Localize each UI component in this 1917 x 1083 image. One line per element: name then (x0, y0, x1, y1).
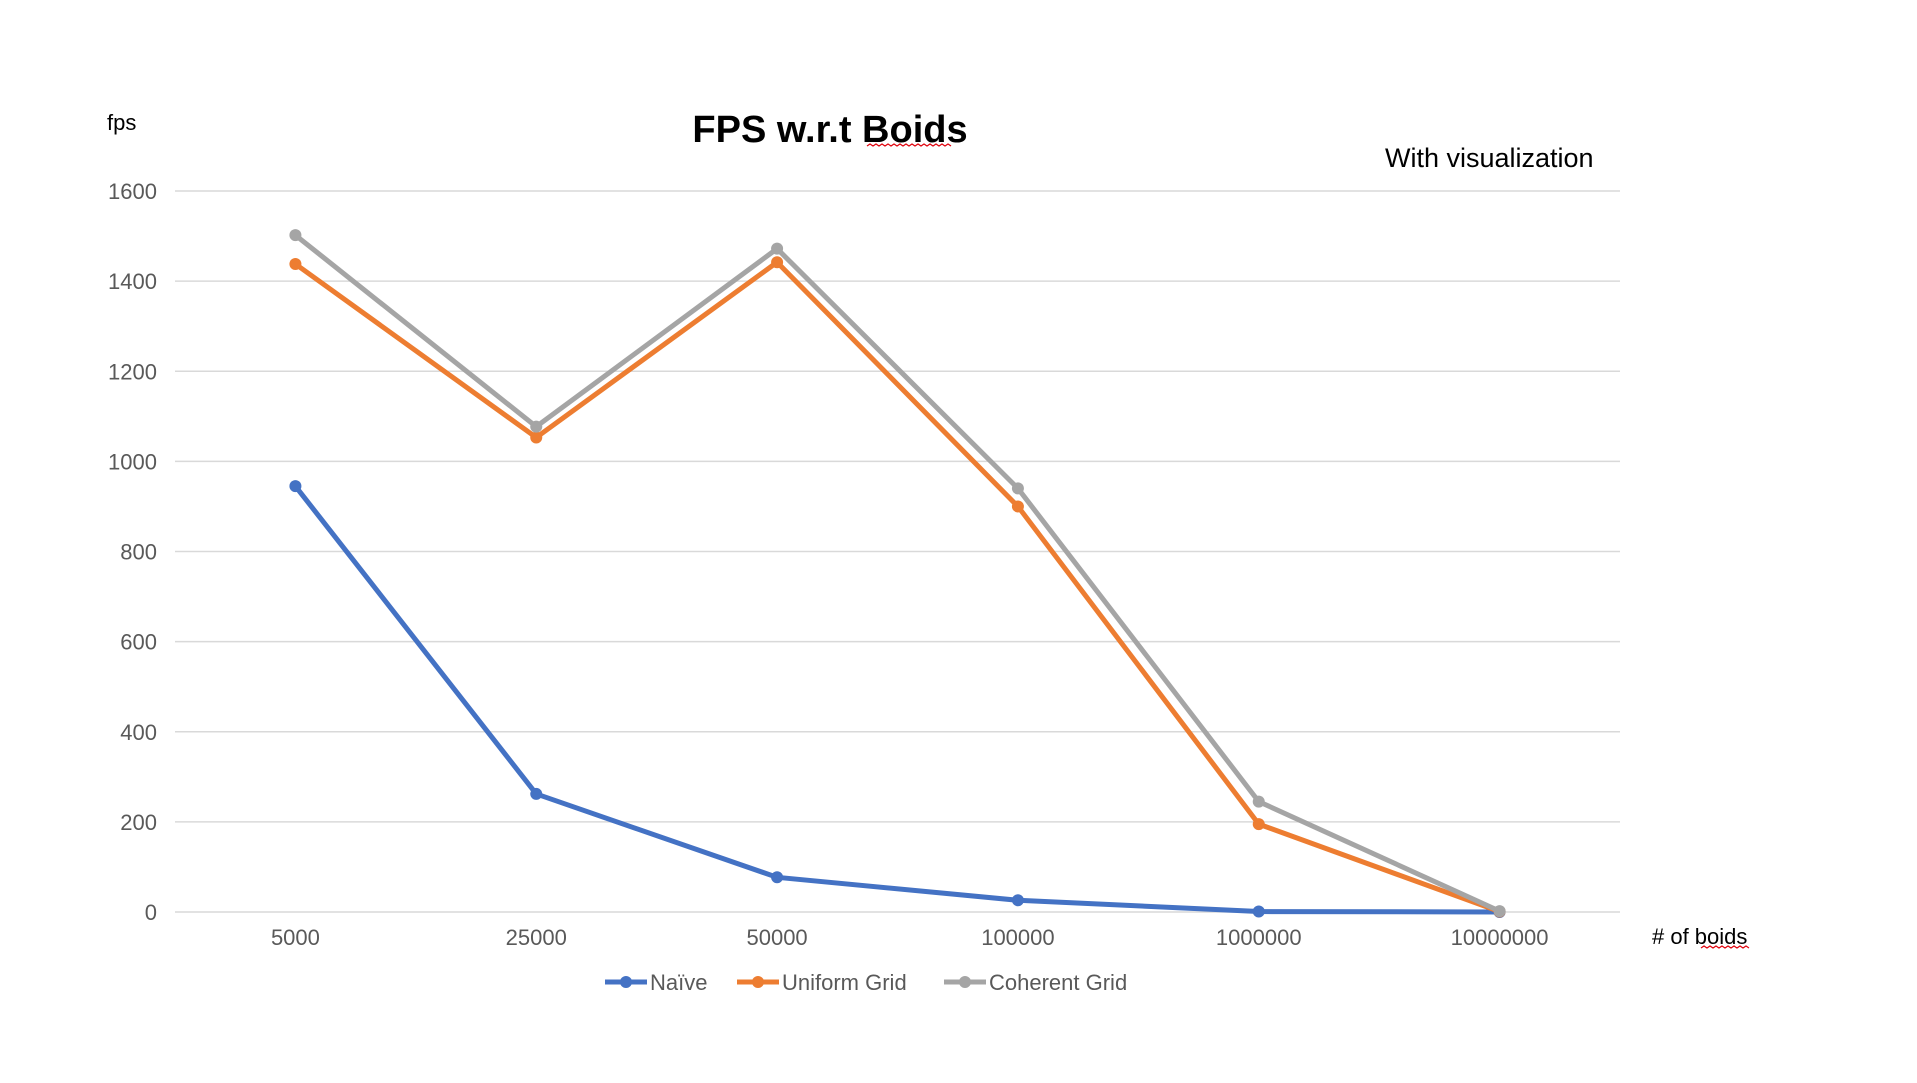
series-line (292, 259, 1503, 915)
legend-label: Uniform Grid (782, 970, 907, 995)
chart-title: FPS w.r.t Boids (692, 109, 967, 151)
y-tick-label: 200 (120, 810, 157, 835)
series-line (292, 483, 1503, 915)
data-point (1011, 500, 1024, 513)
data-point (289, 229, 302, 242)
x-tick-label: 25000 (506, 925, 567, 950)
series-line (292, 232, 1503, 914)
data-point (530, 420, 543, 433)
x-tick-label: 100000 (981, 925, 1054, 950)
data-point (1252, 905, 1265, 918)
legend-item: Coherent Grid (944, 970, 1127, 995)
series-group (289, 229, 1506, 918)
data-point (530, 787, 543, 800)
y-tick-label: 1200 (108, 359, 157, 384)
y-tick-label: 1600 (108, 179, 157, 204)
data-point (289, 258, 302, 271)
data-point (1011, 482, 1024, 495)
legend: Naïve Uniform Grid Coherent Grid (605, 970, 1127, 995)
legend-label: Naïve (650, 970, 707, 995)
x-tick-label: 50000 (746, 925, 807, 950)
y-tick-label: 400 (120, 720, 157, 745)
y-axis-label: fps (107, 110, 136, 135)
x-tick-label: 1000000 (1216, 925, 1302, 950)
legend-item: Uniform Grid (737, 970, 907, 995)
data-point (1011, 894, 1024, 907)
x-tick-label: 5000 (271, 925, 320, 950)
x-axis-label: # of boids (1652, 924, 1747, 949)
data-point (289, 480, 302, 493)
x-axis-ticks: 5000 25000 50000 100000 1000000 10000000 (271, 925, 1549, 950)
series-group (289, 256, 1506, 918)
data-point (771, 256, 784, 269)
data-point (1252, 818, 1265, 831)
spellcheck-underline (1700, 945, 1750, 949)
data-point (1252, 795, 1265, 808)
data-point (1493, 905, 1506, 918)
data-point (530, 431, 543, 444)
legend-swatch-marker (620, 976, 632, 988)
chart-annotation: With visualization (1385, 143, 1594, 173)
legend-swatch-marker (959, 976, 971, 988)
y-tick-label: 1000 (108, 449, 157, 474)
gridlines (175, 190, 1620, 913)
data-series (289, 229, 1506, 918)
y-axis-ticks: 0 200 400 600 800 1000 1200 1400 1600 (108, 179, 157, 925)
y-tick-label: 600 (120, 630, 157, 655)
legend-swatch-marker (752, 976, 764, 988)
x-tick-label: 10000000 (1451, 925, 1549, 950)
series-group (289, 480, 1506, 918)
data-point (771, 242, 784, 255)
data-point (771, 871, 784, 884)
y-tick-label: 0 (145, 900, 157, 925)
legend-label: Coherent Grid (989, 970, 1127, 995)
legend-item: Naïve (605, 970, 707, 995)
y-tick-label: 800 (120, 540, 157, 565)
y-tick-label: 1400 (108, 269, 157, 294)
spellcheck-underline (866, 143, 952, 147)
